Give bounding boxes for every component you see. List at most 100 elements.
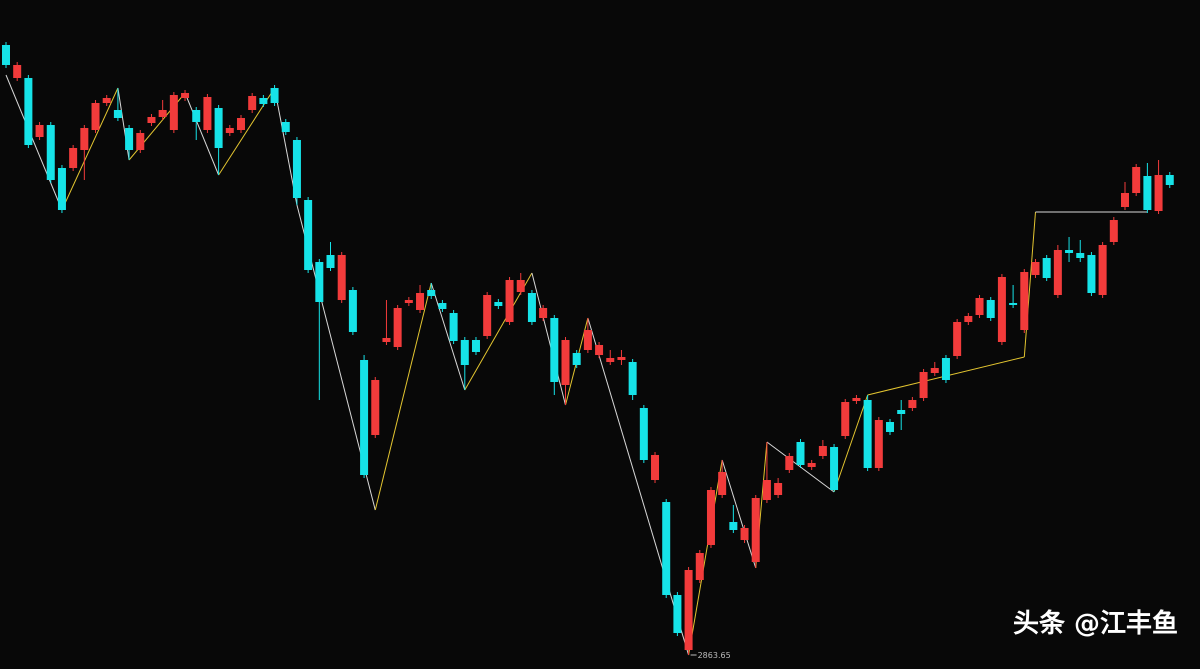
candle-body	[1132, 167, 1141, 193]
candle-body	[606, 358, 615, 362]
candle-body	[136, 133, 145, 150]
candle-body	[57, 168, 66, 210]
candle-body	[147, 117, 156, 123]
candle-body	[113, 110, 122, 118]
candle-body	[1031, 262, 1040, 275]
candle-body	[684, 570, 693, 650]
candle-body	[304, 200, 313, 270]
candle-body	[158, 110, 167, 117]
candle-body	[13, 65, 22, 78]
candle-body	[774, 483, 783, 495]
candle-body	[460, 340, 469, 365]
candle-body	[886, 422, 895, 432]
candle-body	[1154, 175, 1163, 211]
candle-body	[729, 522, 738, 530]
candle-body	[1109, 220, 1118, 242]
candle-body	[483, 295, 492, 336]
zigzag-leg	[184, 92, 220, 176]
candle-body	[259, 98, 268, 104]
candle-body	[897, 410, 906, 414]
candle-body	[35, 125, 44, 137]
candle-body	[91, 103, 100, 130]
candle-body	[69, 148, 78, 168]
candle-body	[964, 316, 973, 322]
candle-body	[125, 128, 134, 150]
candle-body	[281, 122, 290, 132]
candle-body	[371, 380, 380, 435]
candle-body	[1165, 175, 1174, 185]
candle-body	[1143, 176, 1152, 210]
candle-body	[583, 330, 592, 350]
candles-layer	[2, 42, 1174, 655]
candle-body	[225, 128, 234, 133]
candle-body	[449, 313, 458, 341]
candle-body	[505, 280, 514, 322]
candle-body	[919, 372, 928, 398]
candle-body	[785, 456, 794, 470]
candle-body	[24, 78, 33, 145]
candle-body	[1042, 258, 1051, 278]
candle-body	[181, 93, 190, 98]
candle-body	[930, 368, 939, 373]
candle-body	[941, 358, 950, 380]
zigzag-leg	[5, 74, 63, 211]
zigzag-leg	[688, 459, 723, 656]
candle-body	[874, 420, 883, 468]
candle-body	[695, 553, 704, 580]
candle-body	[539, 308, 548, 318]
candle-body	[1009, 303, 1018, 305]
candle-body	[751, 498, 760, 562]
watermark: 头条 @江丰鱼	[1013, 609, 1178, 639]
candle-body	[628, 362, 637, 395]
candle-body	[393, 308, 402, 347]
candle-body	[1076, 253, 1085, 258]
zigzag-leg	[1023, 211, 1036, 358]
candle-body	[852, 398, 861, 401]
candle-body	[1065, 250, 1074, 253]
zigzag-leg	[61, 87, 119, 211]
zigzag-leg	[430, 282, 466, 391]
candle-body	[315, 262, 324, 302]
candle-body	[214, 108, 223, 148]
candle-body	[80, 128, 89, 150]
low-label: 2863.65	[698, 651, 731, 660]
candle-body	[382, 338, 391, 342]
candle-body	[270, 88, 279, 103]
candle-body	[1020, 272, 1029, 330]
candle-body	[292, 140, 301, 198]
candle-body	[639, 408, 648, 460]
candle-body	[718, 472, 727, 495]
candle-body	[527, 293, 536, 322]
candle-body	[908, 400, 917, 408]
candle-body	[550, 318, 559, 382]
candle-body	[706, 490, 715, 545]
candle-body	[986, 300, 995, 318]
candle-body	[762, 480, 771, 500]
zigzag-leg	[374, 282, 432, 511]
candle-body	[561, 340, 570, 385]
candle-body	[102, 98, 111, 103]
candle-body	[516, 280, 525, 292]
candle-body	[494, 302, 503, 306]
candle-body	[662, 502, 671, 595]
candle-body	[337, 255, 346, 300]
candle-body	[1098, 245, 1107, 295]
candle-body	[617, 357, 626, 360]
candle-body	[471, 340, 480, 352]
candle-body	[46, 125, 55, 180]
zigzag-leg	[833, 394, 869, 493]
candle-body	[192, 110, 201, 122]
candle-body	[818, 446, 827, 456]
candle-body	[404, 300, 413, 303]
candle-body	[830, 447, 839, 490]
zigzag-leg	[531, 272, 566, 406]
candle-body	[360, 360, 369, 475]
zigzag-leg	[721, 459, 757, 569]
candle-body	[997, 277, 1006, 342]
candle-body	[248, 96, 257, 110]
candle-body	[1087, 255, 1096, 293]
candle-body	[326, 255, 335, 268]
candle-body	[863, 400, 872, 468]
